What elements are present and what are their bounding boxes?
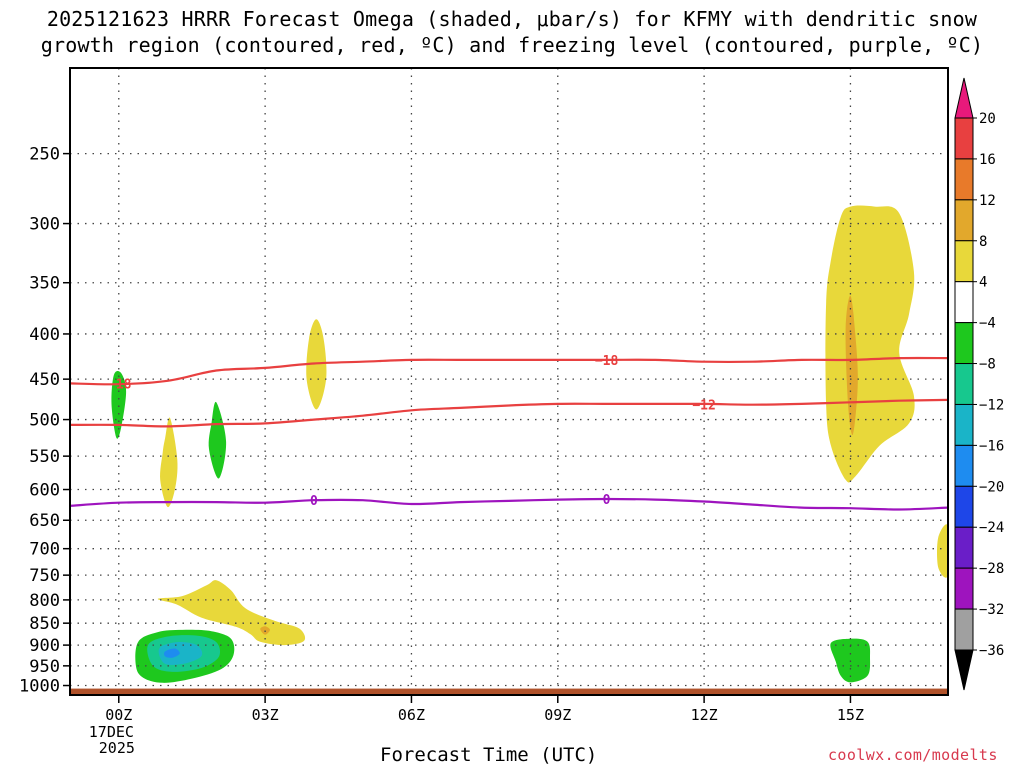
contour-line [70, 497, 948, 511]
colorbar-box [954, 363, 974, 405]
colorbar-box [954, 444, 974, 487]
contour-label: 0 [310, 494, 318, 509]
x-axis-title: Forecast Time (UTC) [380, 744, 598, 766]
colorbar-label: −28 [979, 561, 1004, 577]
y-tick-label: 800 [29, 591, 60, 611]
colorbar-label: −36 [979, 643, 1004, 659]
y-tick-label: 650 [29, 511, 60, 531]
omega-shaded-region [825, 205, 915, 483]
contour-line [70, 356, 948, 386]
plot-area: 18 −18 −12 0 0 250 300 350 400 450 500 550 600 650 700… [19, 67, 949, 724]
colorbar: 20 16 12 8 4 −4 −8 −12 −16 −20 −24 −28 −32 −36 [954, 77, 1004, 691]
chart-title-line1: 2025121623 HRRR Forecast Omega (shaded, … [46, 7, 978, 31]
x-tick-label: 06Z [398, 706, 425, 724]
colorbar-label: −8 [979, 357, 996, 373]
omega-shaded-region [845, 295, 858, 436]
y-tick-label: 350 [29, 274, 60, 294]
contour-label: −12 [692, 399, 715, 414]
colorbar-label: 20 [979, 111, 996, 127]
colorbar-label: 4 [979, 275, 987, 291]
colorbar-box [954, 199, 974, 242]
contour-line [70, 398, 948, 428]
y-tick-label: 850 [29, 614, 60, 634]
x-tick-label: 15Z [837, 706, 864, 724]
contour-label: −18 [595, 354, 619, 369]
y-tick-label: 700 [29, 540, 60, 560]
contour-label: 0 [603, 493, 611, 508]
y-tick-label: 250 [29, 145, 60, 165]
omega-shaded-region [111, 370, 127, 439]
contour-label: 18 [116, 377, 132, 392]
colorbar-min-arrow [954, 649, 974, 691]
colorbar-box [954, 117, 974, 160]
omega-shaded-region [158, 642, 203, 665]
y-tick-label: 300 [29, 215, 60, 235]
x-tick-label: 12Z [691, 706, 718, 724]
plot-frame [69, 67, 949, 696]
x-tick-label: 03Z [252, 706, 279, 724]
y-tick-label: 550 [29, 447, 60, 467]
omega-shaded-region [937, 524, 948, 578]
date-label-year: 2025 [98, 739, 135, 757]
y-tick-label: 450 [29, 370, 60, 390]
y-tick-label: 750 [29, 566, 60, 586]
credit-link[interactable]: coolwx.com/modelts [828, 746, 998, 764]
colorbar-label: −24 [979, 520, 1004, 536]
colorbar-label: 16 [979, 152, 996, 168]
colorbar-label: −4 [979, 316, 996, 332]
y-tick-label: 400 [29, 325, 60, 345]
ground-strip [70, 688, 948, 695]
date-label-day: 17DEC [88, 723, 134, 741]
omega-shaded-region [830, 638, 871, 683]
chart-title: 2025121623 HRRR Forecast Omega (shaded, … [0, 6, 1024, 58]
colorbar-label: −12 [979, 397, 1004, 413]
colorbar-box [954, 403, 974, 446]
y-tick-label: 1000 [19, 677, 60, 697]
x-tick-label: 09Z [544, 706, 571, 724]
colorbar-label: 12 [979, 193, 996, 209]
colorbar-box [954, 158, 974, 201]
x-tick-label: 00Z [105, 706, 132, 724]
omega-shaded-region [208, 401, 227, 479]
colorbar-box [954, 526, 974, 569]
colorbar-box [954, 281, 974, 324]
y-tick-label: 500 [29, 411, 60, 431]
y-tick-label: 950 [29, 657, 60, 677]
colorbar-box [954, 240, 974, 283]
colorbar-label: −16 [979, 438, 1004, 454]
colorbar-box [954, 322, 974, 365]
y-tick-label: 900 [29, 636, 60, 656]
colorbar-label: −20 [979, 479, 1004, 495]
colorbar-label: 8 [979, 234, 987, 250]
colorbar-label: −32 [979, 602, 1004, 618]
chart-title-line2: growth region (contoured, red, ºC) and f… [40, 33, 984, 57]
colorbar-box [954, 485, 974, 528]
y-tick-label: 600 [29, 481, 60, 501]
omega-shaded-region [160, 417, 178, 508]
omega-shaded-region [164, 648, 180, 658]
colorbar-box [954, 608, 974, 651]
plot-inner: 18 −18 −12 0 0 [70, 68, 948, 695]
colorbar-box [954, 567, 974, 610]
colorbar-max-arrow [954, 77, 974, 119]
